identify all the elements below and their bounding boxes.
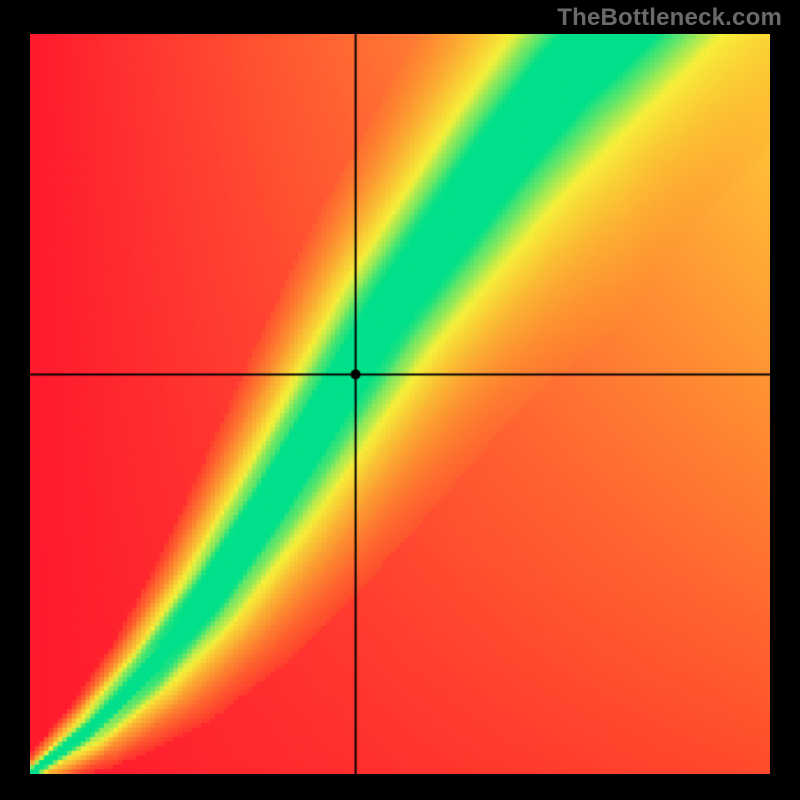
watermark-text: TheBottleneck.com bbox=[557, 4, 782, 32]
figure-root: { "watermark": { "text": "TheBottleneck.… bbox=[0, 0, 800, 800]
bottleneck-heatmap bbox=[30, 34, 770, 774]
